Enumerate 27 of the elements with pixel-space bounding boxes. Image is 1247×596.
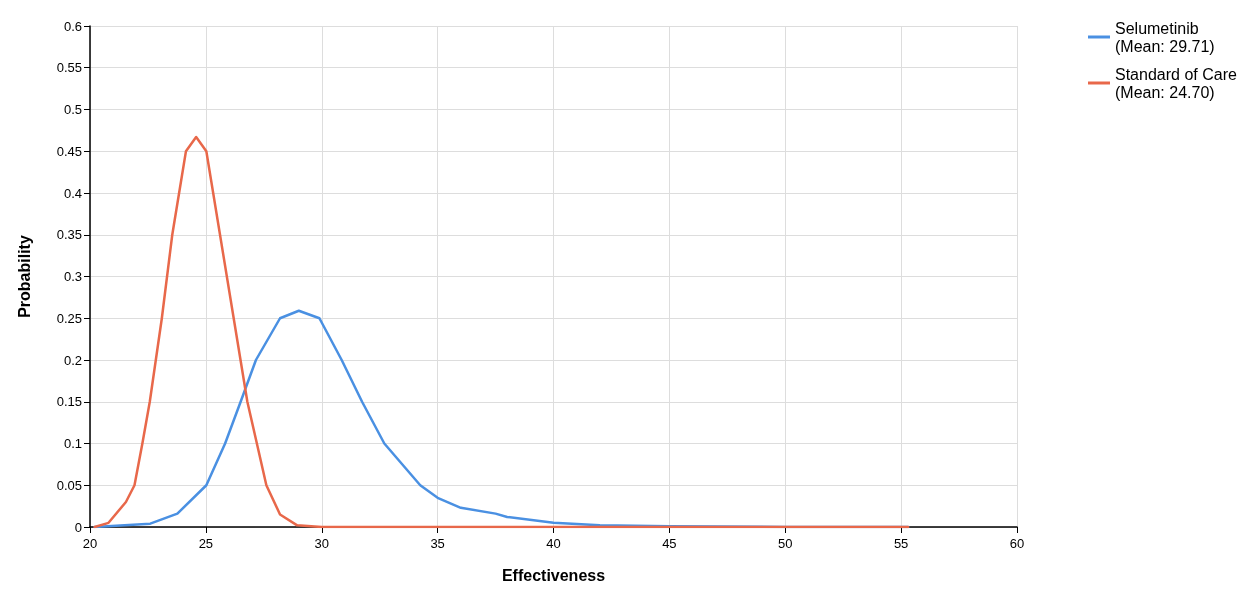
x-tick-label: 20 [82,536,98,551]
y-tick-label: 0.05 [56,477,82,493]
y-tick-label: 0.5 [63,102,82,117]
x-tick-label: 40 [546,536,561,551]
y-tick-label: 0.15 [56,394,82,410]
x-tick-label: 35 [430,536,445,551]
y-axis-title: Probability [15,235,33,318]
y-tick-label: 0.1 [63,436,82,451]
x-tick-label: 55 [893,536,909,551]
legend-label: Selumetinib (Mean: 29.71) [1115,19,1215,55]
y-tick-label: 0.3 [63,269,82,284]
y-tick-label: 0.55 [56,60,82,76]
y-tick-label: 0.45 [56,143,82,159]
x-tick-label: 30 [314,536,329,551]
y-tick-label: 0 [74,519,82,535]
y-tick-label: 0.2 [63,352,82,368]
y-tick-label: 0.35 [56,227,82,243]
x-tick-label: 45 [662,536,677,551]
x-axis-title: Effectiveness [501,566,606,584]
y-tick-label: 0.4 [63,185,82,201]
legend-label: Standard of Care (Mean: 24.70) [1115,65,1237,101]
y-tick-label: 0.6 [63,18,82,34]
line-series [93,135,910,529]
x-tick-label: 60 [1009,536,1025,551]
x-tick-label: 50 [778,536,793,551]
y-tick-label: 0.25 [56,310,82,326]
x-tick-label: 25 [198,536,214,551]
